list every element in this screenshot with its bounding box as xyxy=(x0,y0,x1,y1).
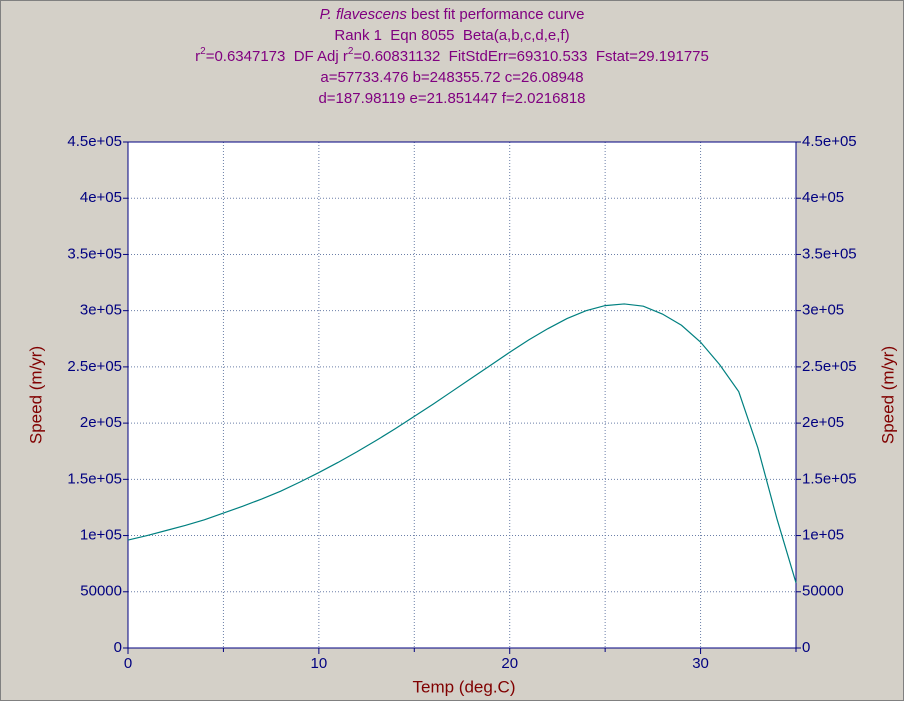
y-tick-label: 4e+05 xyxy=(80,189,122,206)
title-segment: 2 xyxy=(348,46,354,57)
y-tick-label: 1.5e+05 xyxy=(67,470,122,487)
y2-tick-label: 4e+05 xyxy=(802,189,844,206)
curve xyxy=(127,303,797,583)
title-line: r2=0.6347173 DF Adj r2=0.60831132 FitStd… xyxy=(195,46,709,65)
title-line: d=187.98119 e=21.851447 f=2.0216818 xyxy=(318,90,585,107)
x-tick-label: 10 xyxy=(311,655,328,672)
y-tick-label: 0 xyxy=(114,639,122,656)
x-axis-label: Temp (deg.C) xyxy=(413,677,516,696)
title-segment: best fit performance curve xyxy=(407,6,585,23)
y-tick-label: 2.5e+05 xyxy=(67,358,122,375)
title-segment: Rank 1 Eqn 8055 Beta(a,b,c,d,e,f) xyxy=(334,27,569,44)
y2-tick-label: 4.5e+05 xyxy=(802,133,857,150)
title-line: a=57733.476 b=248355.72 c=26.08948 xyxy=(320,69,583,86)
x-tick-label: 30 xyxy=(692,655,709,672)
x-tick-label: 20 xyxy=(501,655,518,672)
title-segment: =0.6347173 DF Adj r xyxy=(206,48,348,65)
title-line: P. flavescens best fit performance curve xyxy=(320,6,585,23)
y-tick-label: 50000 xyxy=(80,583,122,600)
y2-tick-label: 1e+05 xyxy=(802,527,844,544)
y-tick-label: 1e+05 xyxy=(80,527,122,544)
title-segment: a=57733.476 b=248355.72 c=26.08948 xyxy=(320,69,583,86)
y-tick-label: 2e+05 xyxy=(80,414,122,431)
title-segment: =0.60831132 FitStdErr=69310.533 Fstat=29… xyxy=(353,48,708,65)
y2-tick-label: 1.5e+05 xyxy=(802,470,857,487)
y-tick-label: 3.5e+05 xyxy=(67,245,122,262)
y2-axis-label: Speed (m/yr) xyxy=(878,346,897,444)
x-tick-label: 0 xyxy=(124,655,132,672)
plot-frame xyxy=(127,141,797,649)
title-segment: P. flavescens xyxy=(320,6,408,23)
y2-tick-label: 3e+05 xyxy=(802,302,844,319)
title-segment: r xyxy=(195,48,200,65)
titles: P. flavescens best fit performance curve… xyxy=(195,6,709,107)
y-tick-label: 4.5e+05 xyxy=(67,133,122,150)
y2-tick-label: 2.5e+05 xyxy=(802,358,857,375)
y2-tick-label: 2e+05 xyxy=(802,414,844,431)
y2-tick-label: 3.5e+05 xyxy=(802,245,857,262)
y-tick-label: 3e+05 xyxy=(80,302,122,319)
title-segment: d=187.98119 e=21.851447 f=2.0216818 xyxy=(318,90,585,107)
y2-tick-label: 50000 xyxy=(802,583,844,600)
y-axis-label: Speed (m/yr) xyxy=(26,346,45,444)
y2-tick-label: 0 xyxy=(802,639,810,656)
plot-area xyxy=(128,142,796,648)
title-segment: 2 xyxy=(200,46,206,57)
title-line: Rank 1 Eqn 8055 Beta(a,b,c,d,e,f) xyxy=(334,27,569,44)
